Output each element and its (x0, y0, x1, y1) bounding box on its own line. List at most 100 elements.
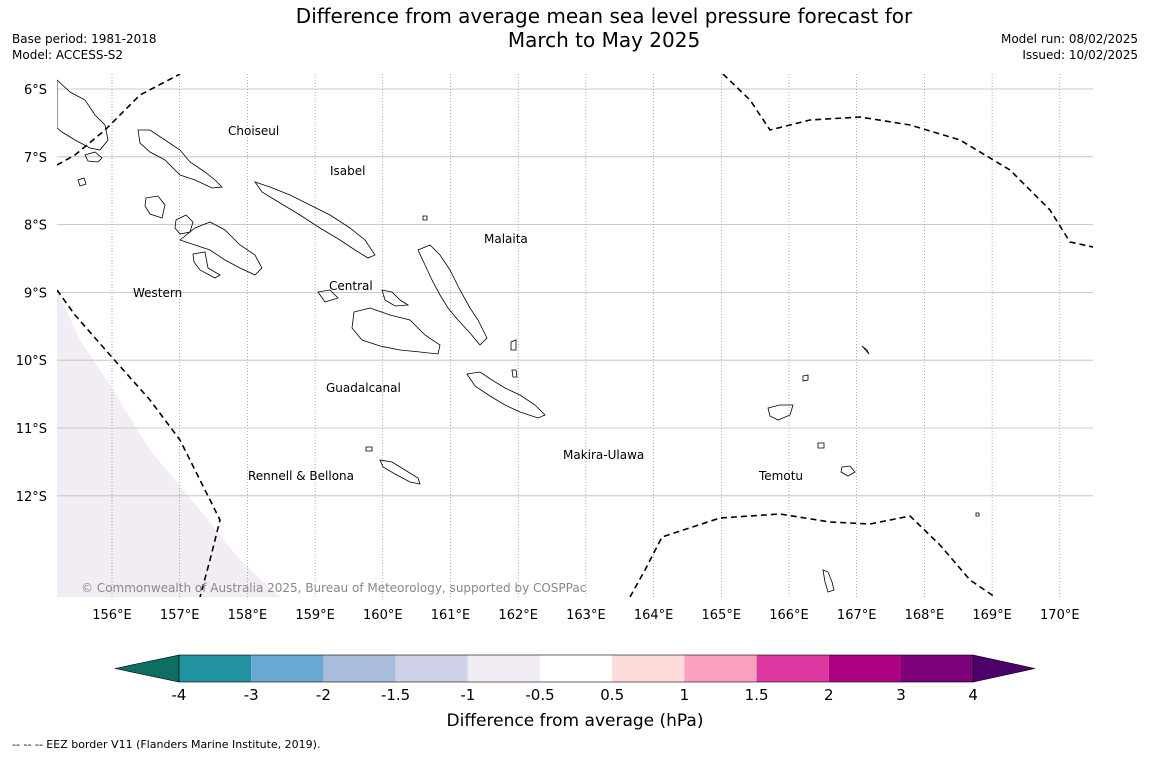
latitude-label: 8°S (24, 219, 47, 234)
latitude-label: 7°S (24, 151, 47, 166)
small-islet (77, 177, 87, 187)
duff-islands (802, 374, 809, 382)
label-makira-ulawa: Makira-Ulawa (563, 448, 644, 462)
guadalcanal-island (351, 307, 441, 355)
map-grid (57, 74, 1093, 597)
colorbar-tick-label: -2 (316, 686, 331, 704)
longitude-label: 166°E (769, 608, 809, 623)
latitude-label: 11°S (16, 422, 47, 437)
nissan-island (84, 151, 103, 163)
florida-islands (317, 289, 339, 303)
longitude-labels: 156°E 157°E 158°E 159°E 160°E 161°E 162°E 163°E… (92, 608, 1079, 623)
colorbar-tick-label: 1.5 (745, 686, 769, 704)
rennell-island (379, 459, 421, 485)
utupua-island (817, 442, 825, 449)
colorbar-segment (251, 655, 324, 682)
colorbar-outline (178, 654, 974, 683)
chart-title: Difference from average mean sea level p… (0, 4, 1150, 52)
colorbar-segment (901, 655, 974, 682)
longitude-label: 161°E (431, 608, 471, 623)
colorbar-segment (179, 655, 252, 682)
colorbar-tick-label: -1.5 (381, 686, 410, 704)
colorbar-tick-label: -1 (460, 686, 475, 704)
longitude-label: 156°E (92, 608, 132, 623)
colorbar-segment (467, 655, 540, 682)
longitude-label: 165°E (702, 608, 742, 623)
model-run: Model run: 08/02/2025 (1000, 32, 1138, 46)
colorbar-tick-label: 3 (896, 686, 906, 704)
malaita-island (417, 244, 488, 346)
choiseul-island (137, 129, 223, 189)
rendova (192, 251, 221, 279)
label-malaita: Malaita (484, 232, 528, 246)
meta-right: Model run: 08/02/2025 Issued: 10/02/2025 (1001, 31, 1138, 63)
colorbar-extend-high (972, 654, 1036, 683)
latitude-label: 10°S (16, 354, 47, 369)
longitude-label: 170°E (1040, 608, 1080, 623)
region-labels: Choiseul Isabel Malaita Western Central … (133, 124, 803, 483)
colorbar-segment (395, 655, 468, 682)
colorbar-segment (756, 655, 829, 682)
eez-border (57, 74, 1093, 597)
label-isabel: Isabel (330, 164, 365, 178)
colorbar-segment (540, 655, 613, 682)
santa-isabel-island (253, 181, 376, 259)
footer-note: -- -- -- EEZ border V11 (Flanders Marine… (12, 738, 321, 751)
copyright-text: © Commonwealth of Australia 2025, Bureau… (81, 581, 586, 595)
model-name: Model: ACCESS-S2 (12, 48, 124, 62)
latitude-label: 9°S (24, 286, 47, 301)
longitude-label: 163°E (566, 608, 606, 623)
latitude-label: 12°S (16, 490, 47, 505)
longitude-label: 167°E (837, 608, 877, 623)
makira-island (466, 371, 546, 419)
bougainville-coast (57, 79, 109, 151)
label-temotu: Temotu (758, 469, 803, 483)
title-line-1: Difference from average mean sea level p… (295, 4, 913, 28)
small-islet-north (422, 215, 428, 221)
label-guadalcanal: Guadalcanal (326, 381, 401, 395)
longitude-label: 157°E (160, 608, 200, 623)
colorbar-tick-label: 2 (824, 686, 834, 704)
colorbar-segment (684, 655, 757, 682)
colorbar-tick-label: 0.5 (600, 686, 624, 704)
colorbar-tick-label: -3 (244, 686, 259, 704)
small-islet-east (861, 345, 870, 355)
russell-islands (381, 289, 410, 307)
label-choiseul: Choiseul (228, 124, 279, 138)
latitude-labels: 6°S 7°S 8°S 9°S 10°S 11°S 12°S (16, 83, 47, 505)
colorbar (114, 654, 1036, 683)
longitude-label: 169°E (972, 608, 1012, 623)
colorbar-tick-label: -4 (172, 686, 187, 704)
longitude-label: 158°E (228, 608, 268, 623)
longitude-label: 159°E (295, 608, 335, 623)
coastlines (57, 79, 980, 593)
label-rennell-bellona: Rennell & Bellona (248, 469, 354, 483)
colorbar-segment (323, 655, 396, 682)
title-line-2: March to May 2025 (507, 28, 701, 52)
issued-date: Issued: 10/02/2025 (1022, 48, 1138, 62)
ulawa-island (511, 369, 518, 378)
latitude-label: 6°S (24, 83, 47, 98)
longitude-label: 162°E (498, 608, 538, 623)
small-islet-far-east (975, 512, 980, 517)
bellona-island (365, 446, 373, 452)
tikopia-anuta (822, 569, 835, 593)
colorbar-tick-label: 4 (968, 686, 978, 704)
longitude-label: 160°E (363, 608, 403, 623)
new-georgia-island (179, 221, 263, 276)
vanikoro-island (840, 465, 856, 477)
longitude-label: 168°E (905, 608, 945, 623)
colorbar-tick-label: 1 (680, 686, 690, 704)
meta-left: Base period: 1981-2018 Model: ACCESS-S2 (12, 31, 157, 63)
colorbar-segment (612, 655, 685, 682)
nendo-island (767, 404, 794, 421)
colorbar-tick-label: -0.5 (525, 686, 554, 704)
label-western: Western (133, 286, 182, 300)
colorbar-label: Difference from average (hPa) (447, 711, 704, 731)
colorbar-ticks: -4 -3 -2 -1.5 -1 -0.5 0.5 1 1.5 2 3 4 (172, 686, 978, 704)
anomaly-shading (57, 290, 280, 597)
colorbar-segment (828, 655, 901, 682)
small-malaita (510, 339, 517, 351)
base-period: Base period: 1981-2018 (12, 32, 157, 46)
